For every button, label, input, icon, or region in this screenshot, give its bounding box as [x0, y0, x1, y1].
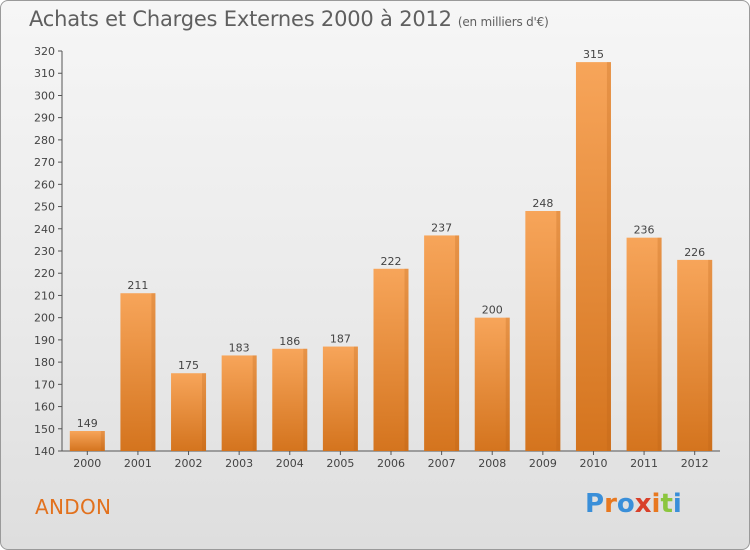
- commune-name: ANDON: [35, 495, 112, 519]
- bar-shade: [505, 317, 510, 451]
- bar-value-label: 226: [684, 246, 705, 259]
- y-tick-label: 220: [34, 267, 55, 280]
- logo-letter: t: [660, 489, 673, 519]
- logo-letter: r: [604, 489, 617, 519]
- y-tick-label: 150: [34, 423, 55, 436]
- x-tick-label: 2000: [73, 457, 101, 470]
- y-tick-label: 300: [34, 89, 55, 102]
- bar-shade: [455, 235, 460, 451]
- bar-shade: [252, 355, 257, 451]
- x-tick-label: 2001: [124, 457, 152, 470]
- y-tick-label: 190: [34, 334, 55, 347]
- y-tick-label: 250: [34, 201, 55, 214]
- chart-bars: 149 211 175 183 186 187 222 237 200 248 315 236 226: [69, 48, 713, 451]
- bar-shade: [556, 211, 561, 451]
- bar: [626, 237, 662, 451]
- y-tick-label: 290: [34, 112, 55, 125]
- bar-value-label: 200: [482, 304, 503, 317]
- bar: [575, 62, 611, 451]
- bar-shade: [100, 431, 105, 451]
- y-tick-label: 280: [34, 134, 55, 147]
- x-tick-label: 2006: [377, 457, 405, 470]
- bar-value-label: 222: [381, 255, 402, 268]
- bar: [171, 373, 207, 451]
- bar-value-label: 183: [229, 341, 250, 354]
- x-tick-label: 2005: [326, 457, 354, 470]
- y-tick-label: 230: [34, 245, 55, 258]
- bar: [677, 259, 713, 451]
- bar-shade: [202, 373, 207, 451]
- x-tick-label: 2002: [175, 457, 203, 470]
- y-tick-label: 260: [34, 178, 55, 191]
- chart-title: Achats et Charges Externes 2000 à 2012 (e…: [29, 7, 549, 31]
- bar: [120, 293, 156, 451]
- bar-shade: [657, 237, 662, 451]
- proxiti-logo[interactable]: Proxiti: [585, 489, 682, 519]
- y-tick-label: 160: [34, 401, 55, 414]
- x-tick-label: 2004: [276, 457, 304, 470]
- bar-value-label: 149: [77, 417, 98, 430]
- bar-shade: [303, 348, 308, 451]
- bar: [272, 348, 308, 451]
- bar-value-label: 175: [178, 359, 199, 372]
- bar-value-label: 315: [583, 48, 604, 61]
- y-tick-label: 200: [34, 312, 55, 325]
- chart-subtitle: (en milliers d'€): [457, 15, 549, 29]
- bar-shade: [404, 268, 409, 451]
- bar: [373, 268, 409, 451]
- y-tick-label: 180: [34, 356, 55, 369]
- x-tick-label: 2011: [630, 457, 658, 470]
- y-tick-label: 310: [34, 67, 55, 80]
- chart-axes: 140 150 160 170 180 190 200 210 220 230 240 250 260 2…: [34, 45, 720, 470]
- bar-shade: [353, 346, 358, 451]
- bar-value-label: 186: [279, 335, 300, 348]
- x-tick-label: 2009: [529, 457, 557, 470]
- y-tick-label: 240: [34, 223, 55, 236]
- bar-value-label: 187: [330, 333, 351, 346]
- bar: [322, 346, 358, 451]
- x-tick-label: 2003: [225, 457, 253, 470]
- x-tick-label: 2007: [428, 457, 456, 470]
- x-tick-label: 2010: [579, 457, 607, 470]
- bar: [69, 431, 105, 451]
- bar: [525, 211, 561, 451]
- y-tick-label: 270: [34, 156, 55, 169]
- y-tick-label: 170: [34, 378, 55, 391]
- bar: [221, 355, 257, 451]
- y-tick-label: 210: [34, 289, 55, 302]
- bar-value-label: 248: [532, 197, 553, 210]
- bar-shade: [708, 259, 713, 451]
- logo-letter: i: [651, 489, 661, 519]
- logo-letter: i: [672, 489, 682, 519]
- bar-shade: [606, 62, 611, 451]
- bar-value-label: 237: [431, 221, 452, 234]
- chart-title-text: Achats et Charges Externes 2000 à 2012: [29, 7, 452, 31]
- y-tick-label: 320: [34, 45, 55, 58]
- bar-value-label: 211: [127, 279, 148, 292]
- bar-value-label: 236: [634, 224, 655, 237]
- logo-letter: x: [634, 489, 652, 519]
- bar: [474, 317, 510, 451]
- x-tick-label: 2008: [478, 457, 506, 470]
- bar-shade: [151, 293, 156, 451]
- bar: [424, 235, 460, 451]
- x-tick-label: 2012: [681, 457, 709, 470]
- logo-letter: P: [585, 489, 605, 519]
- logo-letter: o: [616, 489, 635, 519]
- y-tick-label: 140: [34, 445, 55, 458]
